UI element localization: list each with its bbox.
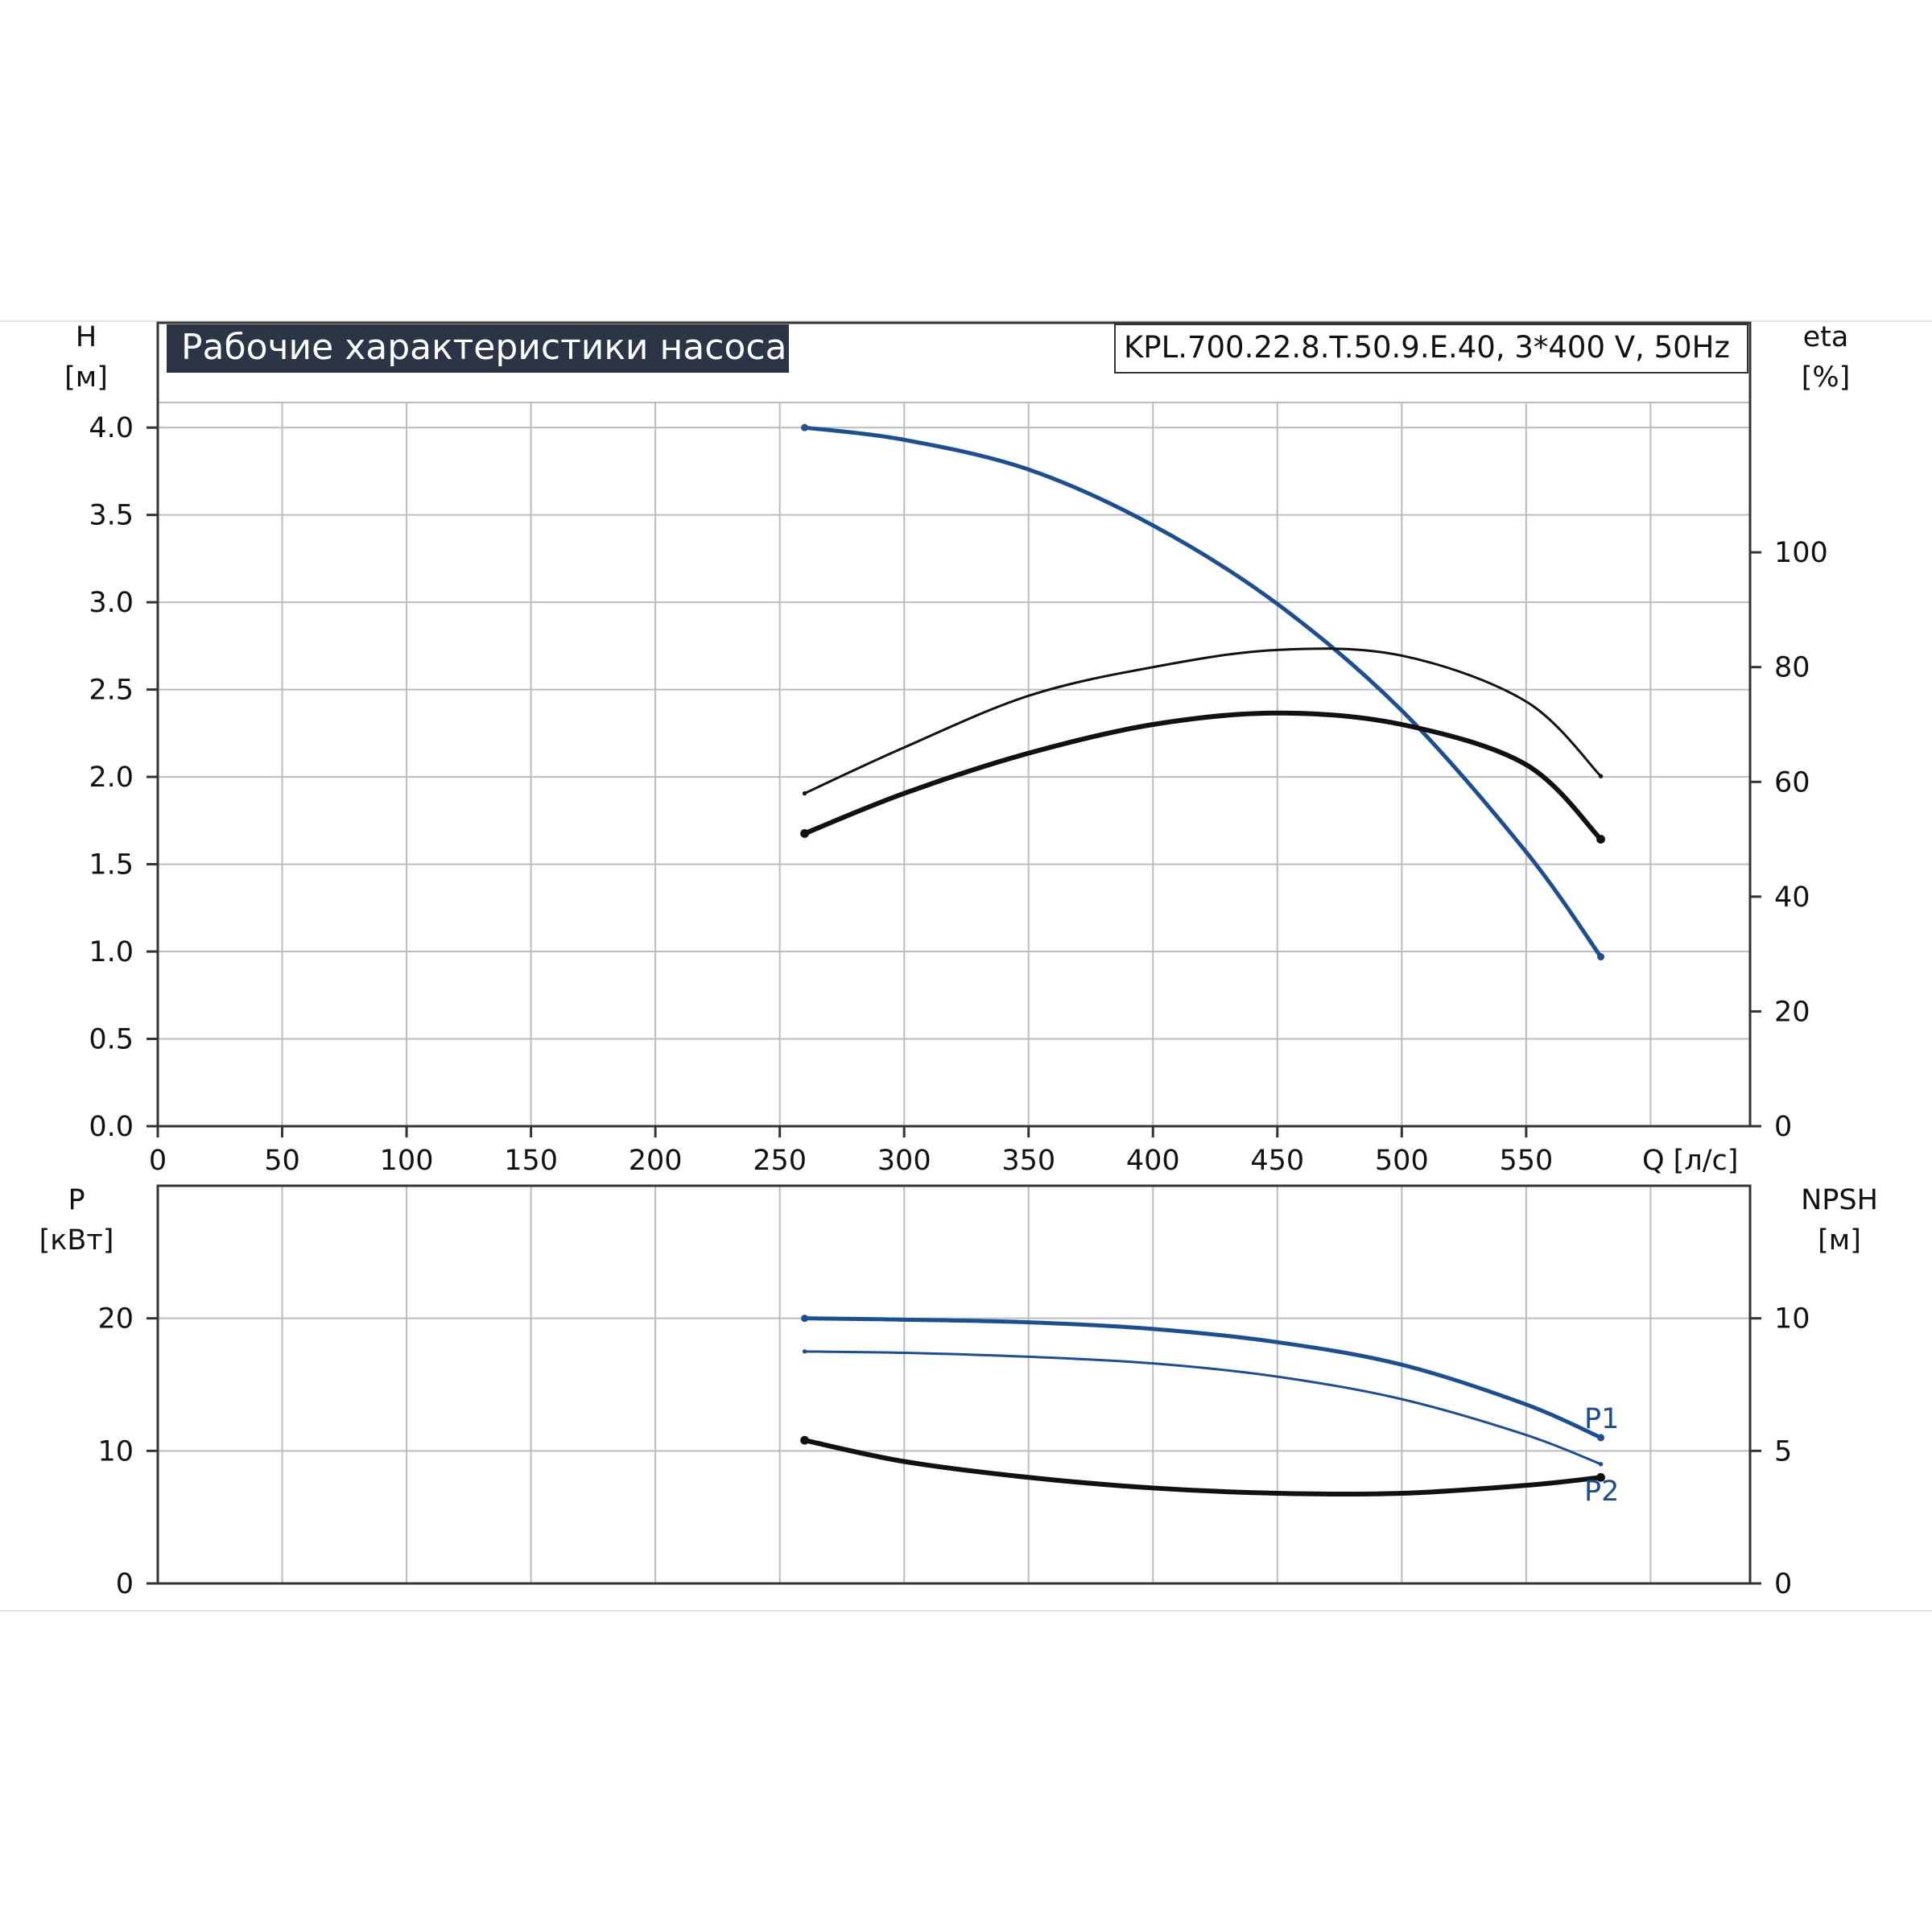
x-tick-label: 400: [1126, 1145, 1180, 1177]
x-tick-label: 450: [1250, 1145, 1304, 1177]
eta-axis-unit: [%]: [1802, 361, 1851, 394]
x-tick-label: 500: [1375, 1145, 1429, 1177]
left-tick-label: 10: [97, 1435, 134, 1468]
curve-head-efficiency-1: [803, 647, 1603, 795]
right-tick-label: 40: [1774, 881, 1810, 914]
x-tick-label: 250: [753, 1145, 807, 1177]
right-tick-label: 10: [1774, 1303, 1810, 1335]
curve-head-efficiency-2: [802, 710, 1604, 842]
p-axis-unit: [кВт]: [39, 1224, 114, 1257]
npsh-axis-unit: [м]: [1818, 1224, 1861, 1257]
x-tick-label: 300: [877, 1145, 931, 1177]
bottom-chart-grid: [158, 1186, 1750, 1583]
curve-endpoint: [801, 423, 809, 431]
curve-power-npsh-0: [803, 1316, 1604, 1440]
top-chart-frame: [156, 321, 1752, 1128]
curve-endpoint: [800, 1435, 809, 1445]
right-tick-label: 0: [1774, 1111, 1792, 1143]
curve-endpoint: [1598, 774, 1604, 778]
left-tick-label: 4.0: [89, 412, 134, 444]
right-tick-label: 5: [1774, 1435, 1792, 1468]
x-tick-label: 350: [1001, 1145, 1055, 1177]
curve-endpoint: [1598, 1462, 1604, 1467]
x-tick-label: 50: [264, 1145, 300, 1177]
left-tick-label: 1.0: [89, 936, 134, 968]
x-tick-label: 550: [1499, 1145, 1553, 1177]
model-box: [1114, 324, 1748, 374]
curve-endpoint: [802, 1349, 807, 1354]
curve-power-npsh-1: [803, 1350, 1603, 1466]
left-tick-label: 0: [116, 1568, 134, 1600]
x-tick-label: 200: [629, 1145, 683, 1177]
left-tick-label: 0.5: [89, 1024, 134, 1056]
curve-endpoint: [1596, 1472, 1605, 1482]
left-tick-label: 2.5: [89, 675, 134, 707]
p1-curve-label: P1: [1584, 1403, 1619, 1435]
left-tick-label: 1.5: [89, 849, 134, 881]
x-tick-label: 0: [149, 1145, 167, 1177]
chart-title: Рабочие характеристики насоса: [181, 327, 786, 368]
right-tick-label: 60: [1774, 766, 1810, 799]
title-box: [167, 324, 789, 373]
p-axis-symbol: P: [68, 1184, 85, 1216]
x-tick-label: 100: [380, 1145, 434, 1177]
curve-endpoint: [1596, 835, 1605, 844]
left-tick-label: 2.0: [89, 762, 134, 794]
curve-endpoint: [802, 791, 807, 796]
h-axis-symbol: H: [76, 321, 97, 353]
right-tick-label: 100: [1774, 537, 1828, 569]
right-tick-label: 20: [1774, 996, 1810, 1028]
bottom-chart-frame: [156, 1184, 1752, 1585]
curve-endpoint: [801, 1315, 809, 1323]
tick-labels: 0.00.51.01.52.02.53.03.54.00204060801000…: [89, 412, 1827, 1600]
eta-axis-symbol: eta: [1803, 321, 1849, 353]
q-axis-label: Q [л/с]: [1642, 1145, 1738, 1177]
left-tick-label: 20: [97, 1303, 134, 1335]
p2-curve-label: P2: [1584, 1476, 1619, 1508]
left-tick-label: 3.5: [89, 500, 134, 532]
model-label: KPL.700.22.8.T.50.9.E.40, 3*400 V, 50Hz: [1124, 330, 1730, 365]
left-tick-label: 0.0: [89, 1111, 134, 1143]
curve-endpoint: [1597, 1434, 1605, 1442]
right-tick-label: 80: [1774, 652, 1810, 684]
left-tick-label: 3.0: [89, 587, 134, 619]
npsh-axis-symbol: NPSH: [1801, 1184, 1878, 1216]
curves: [800, 423, 1605, 1497]
curve-endpoint: [1597, 953, 1605, 961]
curve-power-npsh-2: [802, 1438, 1604, 1497]
top-chart-grid: [158, 402, 1750, 1126]
curve-head-efficiency-0: [803, 425, 1604, 960]
curve-endpoint: [800, 829, 809, 838]
h-axis-unit: [м]: [64, 361, 108, 394]
x-tick-label: 150: [504, 1145, 558, 1177]
right-tick-label: 0: [1774, 1568, 1792, 1600]
